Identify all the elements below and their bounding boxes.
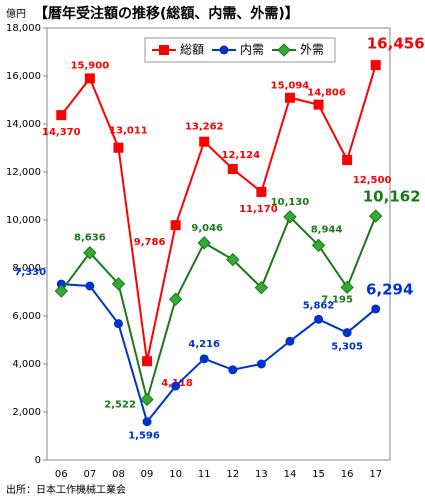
data-point	[228, 365, 238, 375]
y-tick-label: 14,000	[6, 119, 41, 130]
value-label: 9,786	[134, 237, 166, 248]
series-line	[61, 283, 377, 424]
data-point	[142, 417, 152, 427]
data-point	[342, 155, 353, 165]
data-point	[313, 99, 324, 110]
value-label: 15,900	[71, 60, 110, 71]
value-label: 8,944	[311, 224, 343, 235]
x-tick-label: 16	[341, 469, 354, 480]
data-point	[254, 280, 269, 295]
data-point	[113, 319, 123, 329]
data-point	[56, 110, 67, 121]
legend-marker	[277, 43, 291, 57]
x-tick-label: 17	[369, 469, 382, 480]
value-label: 9,046	[191, 223, 223, 234]
data-point	[227, 164, 238, 175]
data-point	[142, 356, 153, 367]
data-point	[311, 238, 326, 253]
legend-label: 外需	[300, 43, 324, 57]
data-point	[370, 60, 381, 71]
data-point	[171, 381, 181, 391]
value-label: 5,862	[303, 300, 335, 311]
value-label: 12,124	[221, 150, 260, 161]
value-label: 7,195	[321, 294, 353, 305]
x-tick-label: 15	[312, 469, 325, 480]
data-point	[54, 284, 68, 298]
x-tick-label: 07	[84, 469, 97, 480]
legend-marker	[159, 45, 169, 55]
data-point	[111, 277, 126, 291]
legend-marker	[219, 45, 229, 55]
data-point	[285, 336, 295, 346]
x-tick-label: 11	[198, 469, 211, 480]
source: 出所：日本工作機械工業会	[6, 483, 126, 496]
data-point	[340, 280, 354, 295]
y-tick-label: 2,000	[12, 407, 41, 418]
data-point	[170, 220, 181, 231]
data-point	[371, 304, 381, 314]
value-label: 1,596	[128, 431, 160, 442]
value-label: 2,522	[104, 399, 136, 410]
y-tick-label: 18,000	[6, 23, 41, 34]
value-label: 12,500	[353, 175, 392, 186]
value-label: 7,330	[14, 267, 46, 278]
y-tick-label: 4,000	[12, 359, 41, 370]
y-tick-label: 6,000	[12, 311, 41, 322]
data-point	[85, 281, 95, 291]
value-label: 6,294	[366, 280, 413, 298]
data-point	[256, 186, 267, 197]
data-point	[168, 292, 183, 306]
value-label: 14,370	[42, 127, 81, 138]
data-point	[199, 354, 209, 364]
y-tick-label: 12,000	[6, 167, 41, 178]
x-tick-label: 09	[141, 469, 154, 480]
data-point	[256, 359, 266, 369]
value-label: 10,130	[271, 197, 310, 208]
x-tick-label: 06	[55, 469, 68, 480]
data-point	[284, 92, 295, 103]
y-unit: 億円	[6, 7, 26, 20]
data-point	[197, 236, 211, 250]
value-label: 13,262	[185, 122, 224, 133]
data-point	[283, 210, 297, 224]
x-tick-label: 10	[169, 469, 182, 480]
data-point	[140, 392, 154, 407]
chart-title: 【暦年受注額の推移(総額、内需、外需)】	[34, 5, 299, 22]
y-tick-label: 10,000	[6, 215, 41, 226]
value-label: 8,636	[74, 233, 106, 244]
data-point	[113, 142, 124, 153]
data-point	[83, 246, 97, 260]
y-tick-label: 8,000	[12, 263, 41, 274]
data-point	[56, 279, 66, 289]
value-label: 10,162	[363, 188, 421, 206]
data-point	[369, 209, 383, 223]
y-tick-label: 16,000	[6, 71, 41, 82]
value-label: 15,094	[271, 81, 310, 92]
x-tick-label: 14	[284, 469, 297, 480]
series-line	[60, 215, 377, 404]
legend-box	[144, 37, 336, 63]
y-tick-label: 0	[35, 455, 41, 466]
data-point	[199, 136, 210, 147]
legend-label: 総額	[180, 43, 204, 57]
x-tick-label: 08	[112, 469, 125, 480]
x-tick-label: 12	[226, 469, 239, 480]
value-label: 13,011	[109, 126, 148, 137]
series-line	[60, 64, 377, 362]
data-point	[342, 328, 352, 338]
value-label: 14,806	[307, 88, 346, 99]
value-label: 11,170	[239, 204, 278, 215]
data-point	[314, 314, 324, 324]
x-tick-label: 13	[255, 469, 268, 480]
value-label: 4,216	[188, 339, 220, 350]
legend-label: 内需	[240, 43, 264, 57]
value-label: 16,456	[367, 35, 425, 53]
plot-frame	[46, 27, 391, 461]
data-point	[226, 252, 240, 267]
data-point	[84, 73, 95, 84]
value-label: 5,305	[331, 342, 363, 353]
